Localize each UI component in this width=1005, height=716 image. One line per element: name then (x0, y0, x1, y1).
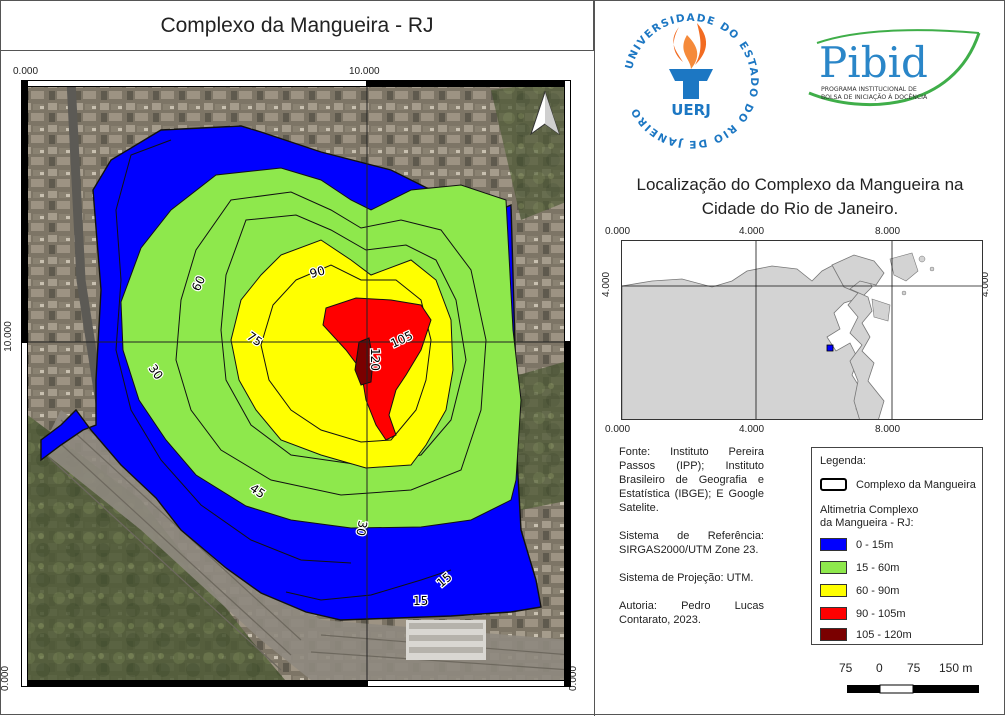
grid-label-left-mid: 10.000 (2, 321, 14, 352)
legend-altimetry-line1: Altimetria Complexo (820, 504, 919, 516)
source-fonte: Fonte: Instituto Pereira Passos (IPP); I… (619, 446, 764, 514)
main-map-svg: 30 60 75 90 105 120 45 30 15 15 (21, 80, 571, 687)
svg-text:BOLSA DE INICIAÇÃO À DOCÊNCIA: BOLSA DE INICIAÇÃO À DOCÊNCIA (821, 92, 928, 101)
location-title: Localização do Complexo da Mangueira na … (606, 173, 994, 221)
scale-label: 75 (839, 661, 853, 675)
frame-segment-bottom-a (21, 680, 367, 687)
inset-map-svg (622, 241, 982, 419)
legend-swatch (820, 584, 847, 597)
legend-label: 105 - 120m (856, 628, 912, 641)
location-title-line2: Cidade do Rio de Janeiro. (701, 199, 899, 218)
legend-swatch (820, 561, 847, 574)
pibid-logo: Pibid PROGRAMA INSTITUCIONAL DE BOLSA DE… (808, 29, 981, 107)
source-author: Autoria: Pedro Lucas Contarato, 2023. (619, 600, 764, 626)
north-arrow-icon (530, 90, 560, 136)
legend-item-0-15m: 0 - 15m (820, 538, 893, 551)
legend-item-15-60m: 15 - 60m (820, 561, 899, 574)
contour-label: 90 (308, 263, 326, 280)
svg-text:Pibid: Pibid (819, 38, 928, 87)
legend-label: 60 - 90m (856, 584, 900, 597)
legend-item-60-90m: 60 - 90m (820, 584, 899, 597)
scale-label: 150 m (939, 661, 973, 675)
location-title-line1: Localização do Complexo da Mangueira na (636, 175, 964, 194)
map-title: Complexo da Mangueira - RJ (160, 13, 434, 37)
legend-altimetry-heading: Altimetria Complexo da Mangueira - RJ: (820, 504, 918, 530)
inset-location-marker (826, 344, 834, 352)
source-reference-system: Sistema de Referência: SIRGAS2000/UTM Zo… (619, 530, 764, 556)
svg-text:UERJ: UERJ (671, 101, 711, 119)
scale-label: 75 (907, 661, 921, 675)
grid-label-bottom-left: 0.000 (0, 665, 12, 692)
inset-grid-bottom-0: 0.000 (605, 424, 631, 435)
legend-item-boundary: Complexo da Mangueira (820, 478, 976, 491)
inset-grid-top-4: 4.000 (739, 226, 765, 237)
source-projection: Sistema de Projeção: UTM. (619, 572, 754, 584)
inset-grid-bottom-4: 4.000 (739, 424, 765, 435)
svg-text:PROGRAMA INSTITUCIONAL DE: PROGRAMA INSTITUCIONAL DE (821, 86, 917, 93)
frame-segment-bottom-b (367, 680, 571, 687)
frame-segment-left-a (21, 80, 28, 342)
inset-grid-left-4: 4.000 (601, 271, 613, 298)
contour-label: 120 (368, 348, 382, 371)
legend-label: Complexo da Mangueira (856, 478, 976, 491)
inset-grid-top-8: 8.000 (875, 226, 901, 237)
legend-altimetry-line2: da Mangueira - RJ: (820, 517, 914, 529)
legend-title: Legenda: (820, 455, 866, 467)
legend-item-90-105m: 90 - 105m (820, 607, 906, 620)
legend-swatch (820, 628, 847, 641)
frame-segment-left-b (21, 342, 28, 687)
legend-swatch (820, 538, 847, 551)
inset-grid-top-0: 0.000 (605, 226, 631, 237)
frame-segment-right-a (564, 80, 571, 342)
panel-divider (594, 1, 595, 716)
source-notes: Fonte: Instituto Pereira Passos (IPP); I… (619, 445, 764, 627)
legend-swatch (820, 607, 847, 620)
scale-bar: 75 0 75 150 m (839, 661, 989, 701)
grid-label-top-mid: 10.000 (349, 66, 380, 77)
legend: Legenda: Complexo da Mangueira Altimetri… (811, 447, 983, 645)
location-inset-map (621, 240, 983, 420)
contour-label: 15 (413, 594, 428, 608)
grid-label-top-left: 0.000 (13, 66, 39, 77)
map-title-box: Complexo da Mangueira - RJ (1, 1, 594, 51)
frame-segment-right-b (564, 342, 571, 687)
zone-60-90m (230, 239, 454, 469)
contour-label: 30 (353, 519, 369, 536)
scale-bar-graphic (847, 684, 979, 694)
legend-item-105-120m: 105 - 120m (820, 628, 912, 641)
frame-segment-top-b (367, 80, 571, 87)
legend-label: 90 - 105m (856, 607, 906, 620)
main-map: 30 60 75 90 105 120 45 30 15 15 (21, 80, 571, 687)
zone-105-120m (354, 337, 374, 386)
legend-label: 15 - 60m (856, 561, 900, 574)
uerj-logo: UNIVERSIDADE DO ESTADO DO RIO DE JANEIRO… (623, 12, 758, 150)
legend-label: 0 - 15m (856, 538, 894, 551)
inset-grid-bottom-8: 8.000 (875, 424, 901, 435)
legend-swatch (820, 478, 847, 491)
frame-segment-top-a (21, 80, 367, 87)
scale-label: 0 (876, 661, 883, 675)
